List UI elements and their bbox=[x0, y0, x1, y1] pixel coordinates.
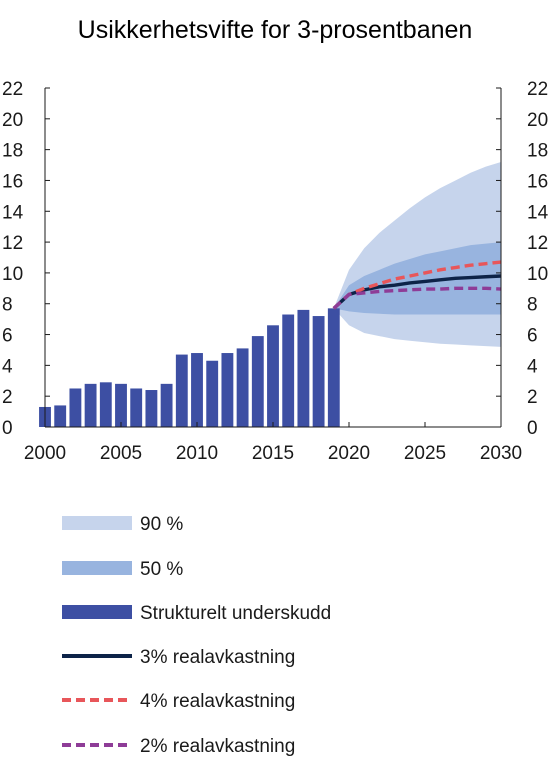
y-tick-label-left: 18 bbox=[2, 141, 23, 162]
bar-2001 bbox=[54, 405, 67, 427]
bar-2003 bbox=[84, 383, 97, 427]
legend-item-3: Strukturelt underskudd bbox=[62, 603, 331, 624]
bar-2017 bbox=[297, 309, 310, 427]
legend: 90 % 50 % Strukturelt underskudd 3% realavk… bbox=[62, 514, 331, 757]
y-tick-label-right: 4 bbox=[527, 356, 538, 377]
y-tick-label-left: 12 bbox=[2, 233, 23, 254]
y-tick-label-right: 14 bbox=[527, 202, 549, 223]
y-tick-label-right: 2 bbox=[527, 387, 538, 408]
series-line-2 bbox=[332, 260, 502, 310]
bar-2010 bbox=[191, 353, 203, 427]
y-tick-label-right: 6 bbox=[527, 326, 538, 347]
bar-2011 bbox=[206, 360, 219, 427]
y-tick-label-right: 10 bbox=[527, 264, 548, 285]
bar-2013 bbox=[236, 348, 249, 427]
x-tick-label: 2030 bbox=[480, 443, 522, 464]
legend-item-2: 50 % bbox=[62, 559, 183, 580]
legend-label: 3% realavkastning bbox=[140, 647, 295, 668]
legend-item-1: 90 % bbox=[62, 514, 183, 535]
y-tick-label-left: 8 bbox=[2, 295, 13, 316]
bar-2016 bbox=[282, 314, 295, 427]
x-tick-label: 2010 bbox=[176, 443, 218, 464]
y-tick-label-left: 6 bbox=[2, 326, 13, 347]
legend-label: 90 % bbox=[140, 514, 183, 535]
y-tick-label-left: 22 bbox=[2, 79, 23, 100]
legend-item-4: 3% realavkastning bbox=[62, 647, 295, 668]
legend-swatch bbox=[62, 605, 132, 619]
y-tick-label-right: 22 bbox=[527, 79, 548, 100]
fan-band-50 bbox=[333, 242, 501, 315]
legend-item-6: 2% realavkastning bbox=[62, 736, 295, 757]
bar-2007 bbox=[145, 390, 158, 427]
y-tick-label-left: 16 bbox=[2, 171, 23, 192]
y-tick-label-left: 10 bbox=[2, 264, 23, 285]
legend-item-5: 4% realavkastning bbox=[62, 691, 295, 712]
bar-2019 bbox=[327, 308, 340, 427]
y-tick-label-left: 4 bbox=[2, 356, 13, 377]
bar-2002 bbox=[69, 388, 82, 427]
legend-label: Strukturelt underskudd bbox=[140, 603, 331, 624]
legend-label: 4% realavkastning bbox=[140, 691, 295, 712]
y-tick-label-right: 20 bbox=[527, 110, 548, 131]
y-tick-label-left: 20 bbox=[2, 110, 23, 131]
bar-2005 bbox=[115, 383, 127, 427]
y-tick-label-left: 2 bbox=[2, 387, 13, 408]
legend-swatch bbox=[62, 516, 132, 530]
legend-label: 2% realavkastning bbox=[140, 736, 295, 757]
y-tick-label-right: 8 bbox=[527, 295, 538, 316]
x-tick-label: 2025 bbox=[404, 443, 446, 464]
x-tick-label: 2000 bbox=[24, 443, 66, 464]
y-tick-label-left: 14 bbox=[2, 202, 24, 223]
bar-2018 bbox=[312, 316, 325, 427]
bar-2008 bbox=[160, 383, 173, 427]
bar-2012 bbox=[221, 353, 234, 427]
x-tick-label: 2005 bbox=[100, 443, 142, 464]
legend-swatch bbox=[62, 561, 132, 575]
x-tick-label: 2020 bbox=[328, 443, 370, 464]
bar-2006 bbox=[130, 388, 143, 427]
y-tick-label-right: 16 bbox=[527, 171, 548, 192]
bar-2014 bbox=[251, 336, 264, 427]
bar-2009 bbox=[175, 354, 188, 427]
bar-2015 bbox=[267, 325, 279, 427]
legend-label: 50 % bbox=[140, 559, 183, 580]
y-tick-label-left: 0 bbox=[2, 418, 13, 439]
y-tick-label-right: 12 bbox=[527, 233, 548, 254]
chart-title: Usikkerhetsvifte for 3-prosentbanen bbox=[78, 16, 473, 44]
series-line-3 bbox=[332, 286, 502, 310]
y-tick-label-right: 18 bbox=[527, 141, 548, 162]
x-tick-label: 2015 bbox=[252, 443, 294, 464]
bar-2004 bbox=[99, 382, 112, 427]
y-tick-label-right: 0 bbox=[527, 418, 538, 439]
